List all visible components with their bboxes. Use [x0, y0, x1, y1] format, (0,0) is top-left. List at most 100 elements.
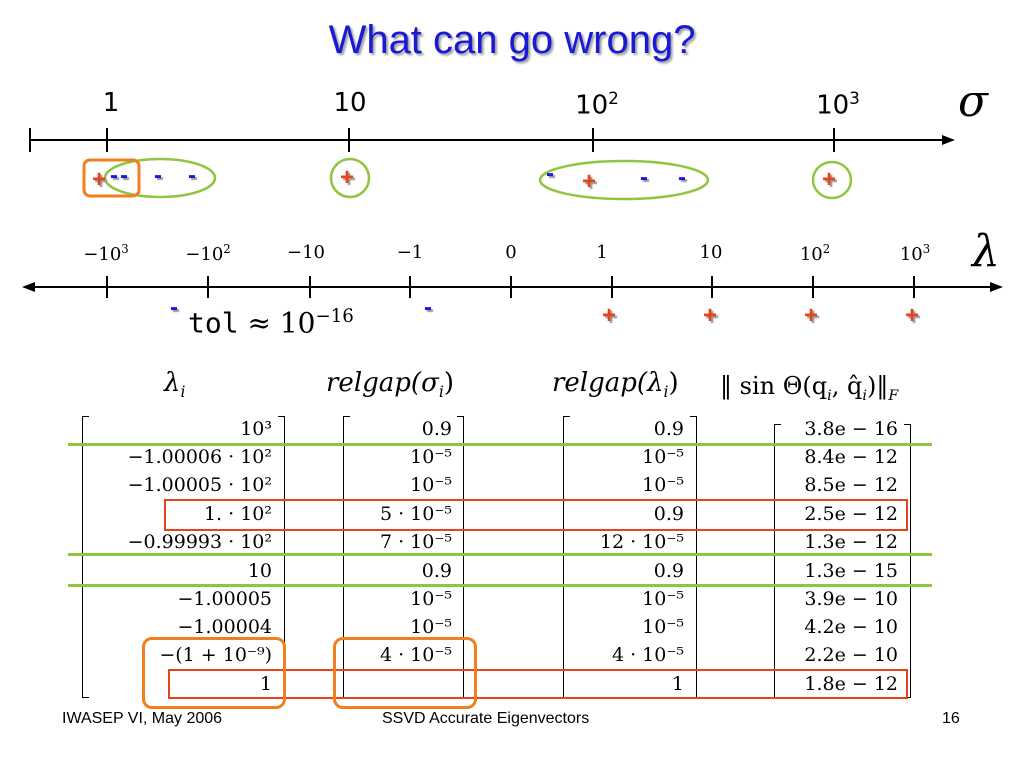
- highlight-row: [164, 499, 908, 531]
- minus-sign: -: [640, 164, 648, 191]
- sigma-tick-label-100: 102: [575, 88, 619, 121]
- lambda-axis-arrow-left: [22, 282, 35, 292]
- minus-sign: -: [188, 162, 196, 189]
- orange-highlight-box: [142, 637, 286, 709]
- table-cell: 10⁻⁵: [642, 446, 684, 468]
- table-cell: 3.9e − 10: [804, 588, 898, 610]
- tolerance-label: tol ≈ 10−16: [188, 306, 354, 340]
- orange-highlight-box: [82, 158, 141, 198]
- sigma-tick-label-1000: 103: [816, 88, 860, 121]
- cluster-separator: [68, 443, 932, 446]
- table-cell: 10⁻⁵: [410, 474, 452, 496]
- cluster-separator: [68, 553, 932, 556]
- plus-sign: +: [822, 166, 837, 193]
- table-cell: 3.8e − 16: [804, 418, 898, 440]
- footer-center: SSVD Accurate Eigenvectors: [382, 710, 590, 727]
- cluster-ellipse: [538, 159, 710, 201]
- table-cell: 0.9: [653, 418, 684, 440]
- sigma-axis-name: σ: [958, 76, 989, 127]
- table-cell: 12 · 10⁻⁵: [599, 531, 684, 553]
- cluster-separator: [68, 584, 932, 587]
- cluster-ellipse: [811, 160, 853, 200]
- table-cell: 1: [671, 673, 684, 695]
- plus-sign: +: [602, 302, 617, 329]
- orange-highlight-box: [333, 637, 477, 709]
- table-cell: −1.00005: [177, 588, 273, 610]
- minus-sign: -: [678, 164, 686, 191]
- lambda-tick-label: 0: [505, 242, 517, 263]
- table-cell: −(1 + 10⁻⁹): [159, 644, 272, 666]
- table-cell: 10⁻⁵: [410, 446, 452, 468]
- matrix-bracket-left: [774, 424, 781, 698]
- table-cell: 10⁻⁵: [642, 474, 684, 496]
- table-cell: 5 · 10⁻⁵: [379, 503, 452, 525]
- footer-left: IWASEP VI, May 2006: [62, 710, 223, 727]
- sigma-axis-arrow: [942, 135, 955, 145]
- minus-sign: -: [110, 162, 118, 189]
- plus-sign: +: [340, 164, 355, 191]
- sigma-tick-label-1: 1: [102, 88, 120, 118]
- table-cell: 2.2e − 10: [804, 644, 898, 666]
- table-cell: 7 · 10⁻⁵: [379, 531, 452, 553]
- header-lambda: λi: [164, 368, 186, 402]
- lambda-tick-label: 1: [596, 242, 608, 263]
- cluster-ellipse: [329, 157, 371, 199]
- matrix-bracket-left: [82, 416, 89, 698]
- footer-page-number: 16: [942, 710, 960, 727]
- table-cell: −1.00006 · 10²: [127, 446, 272, 468]
- cluster-ellipse: [103, 157, 217, 199]
- table-cell: −1.00005 · 10²: [127, 474, 272, 496]
- table-cell: 8.5e − 12: [804, 474, 898, 496]
- table-cell: 4 · 10⁻⁵: [611, 644, 684, 666]
- table-cell: 0.9: [653, 503, 684, 525]
- table-cell: 8.4e − 12: [804, 446, 898, 468]
- table-cell: −0.99993 · 10²: [127, 531, 272, 553]
- table-cell: 1. · 10²: [203, 503, 272, 525]
- table-cell: −1.00004: [177, 616, 273, 638]
- table-cell: 10⁻⁵: [642, 588, 684, 610]
- matrix-bracket-left: [563, 416, 570, 698]
- minus-sign: -: [154, 162, 162, 189]
- highlight-row: [168, 669, 908, 699]
- minus-sign: -: [546, 160, 554, 187]
- minus-sign: -: [120, 162, 128, 189]
- matrix-bracket-right: [690, 416, 697, 698]
- slide-title: What can go wrong?: [328, 18, 696, 62]
- table-cell: 0.9: [653, 560, 684, 582]
- table-cell: 0.9: [421, 560, 452, 582]
- lambda-tick-label: 103: [899, 242, 931, 265]
- table-cell: 4.2e − 10: [804, 616, 898, 638]
- plus-sign: +: [703, 302, 718, 329]
- table-cell: 10: [247, 560, 272, 582]
- table-cell: 1.3e − 12: [804, 531, 898, 553]
- table-cell: 0.9: [421, 418, 452, 440]
- table-cell: 10³: [240, 418, 272, 440]
- minus-sign: -: [424, 294, 432, 321]
- header-relgap-sigma: relgap(σi): [326, 368, 454, 402]
- minus-sign: -: [170, 294, 178, 321]
- table-cell: 1.8e − 12: [804, 673, 898, 695]
- lambda-axis-arrow-right: [990, 282, 1003, 292]
- plus-sign: +: [905, 302, 920, 329]
- plus-sign: +: [804, 302, 819, 329]
- header-sin-theta: ‖ sin Θ(qi, q̂i)‖F: [720, 372, 899, 404]
- lambda-tick-label: −103: [83, 242, 129, 265]
- plus-sign: +: [582, 168, 597, 195]
- lambda-tick-label: 10: [699, 242, 723, 263]
- sigma-tick-label-10: 10: [333, 88, 367, 118]
- table-cell: 4 · 10⁻⁵: [379, 644, 452, 666]
- lambda-tick-label: −10: [287, 242, 325, 263]
- table-cell: 2.5e − 12: [804, 503, 898, 525]
- lambda-tick-label: −102: [185, 242, 231, 265]
- lambda-tick-label: 102: [799, 242, 831, 265]
- matrix-bracket-right: [904, 424, 911, 698]
- header-relgap-lambda: relgap(λi): [552, 368, 679, 402]
- table-cell: 10⁻⁵: [410, 616, 452, 638]
- lambda-axis-name: λ: [972, 226, 1000, 277]
- table-cell: 10⁻⁵: [410, 588, 452, 610]
- plus-sign: +: [92, 166, 107, 193]
- table-cell: 10⁻⁵: [642, 616, 684, 638]
- lambda-tick-label: −1: [396, 242, 424, 263]
- table-cell: 1.3e − 15: [804, 560, 898, 582]
